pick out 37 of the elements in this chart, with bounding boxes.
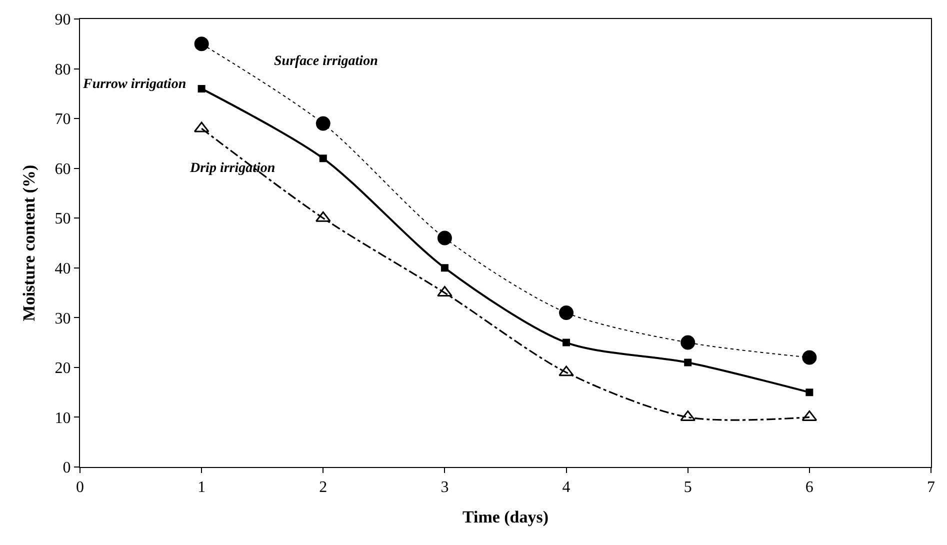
point (319, 154, 327, 162)
point (684, 358, 692, 366)
point (559, 305, 574, 320)
x-tick-label: 5 (684, 479, 692, 496)
y-tick-label: 20 (54, 360, 71, 378)
x-tick-label: 3 (440, 479, 449, 496)
x-tick-label: 0 (76, 479, 84, 496)
y-tick-label: 80 (54, 61, 71, 78)
x-tick-label: 6 (805, 479, 814, 496)
point (440, 264, 448, 272)
point (562, 338, 570, 346)
x-tick-label: 7 (927, 479, 935, 496)
x-tick-label: 1 (198, 479, 206, 496)
y-axis-title: Moisture content (%) (19, 164, 38, 322)
y-tick-label: 40 (54, 260, 71, 278)
y-tick-label: 50 (54, 210, 71, 228)
x-axis-title: Time (days) (462, 508, 549, 527)
point (802, 350, 817, 365)
y-tick-label: 60 (54, 160, 71, 178)
y-tick-label: 90 (54, 12, 71, 29)
x-tick-label: 2 (319, 479, 328, 496)
point (806, 388, 814, 396)
point (194, 36, 209, 52)
point (437, 230, 452, 246)
series-label: Furrow irrigation (82, 77, 186, 92)
point (316, 116, 330, 131)
x-tick-label: 4 (562, 479, 570, 496)
series-label: Drip irrigation (189, 161, 276, 176)
point (558, 366, 574, 376)
y-tick-label: 30 (54, 310, 71, 328)
point (198, 84, 206, 92)
series-label: Surface irrigation (274, 54, 378, 69)
y-tick-label: 0 (62, 460, 71, 477)
point (680, 335, 696, 350)
point (437, 286, 452, 297)
y-tick-label: 10 (54, 410, 71, 427)
y-tick-label: 70 (54, 111, 71, 128)
